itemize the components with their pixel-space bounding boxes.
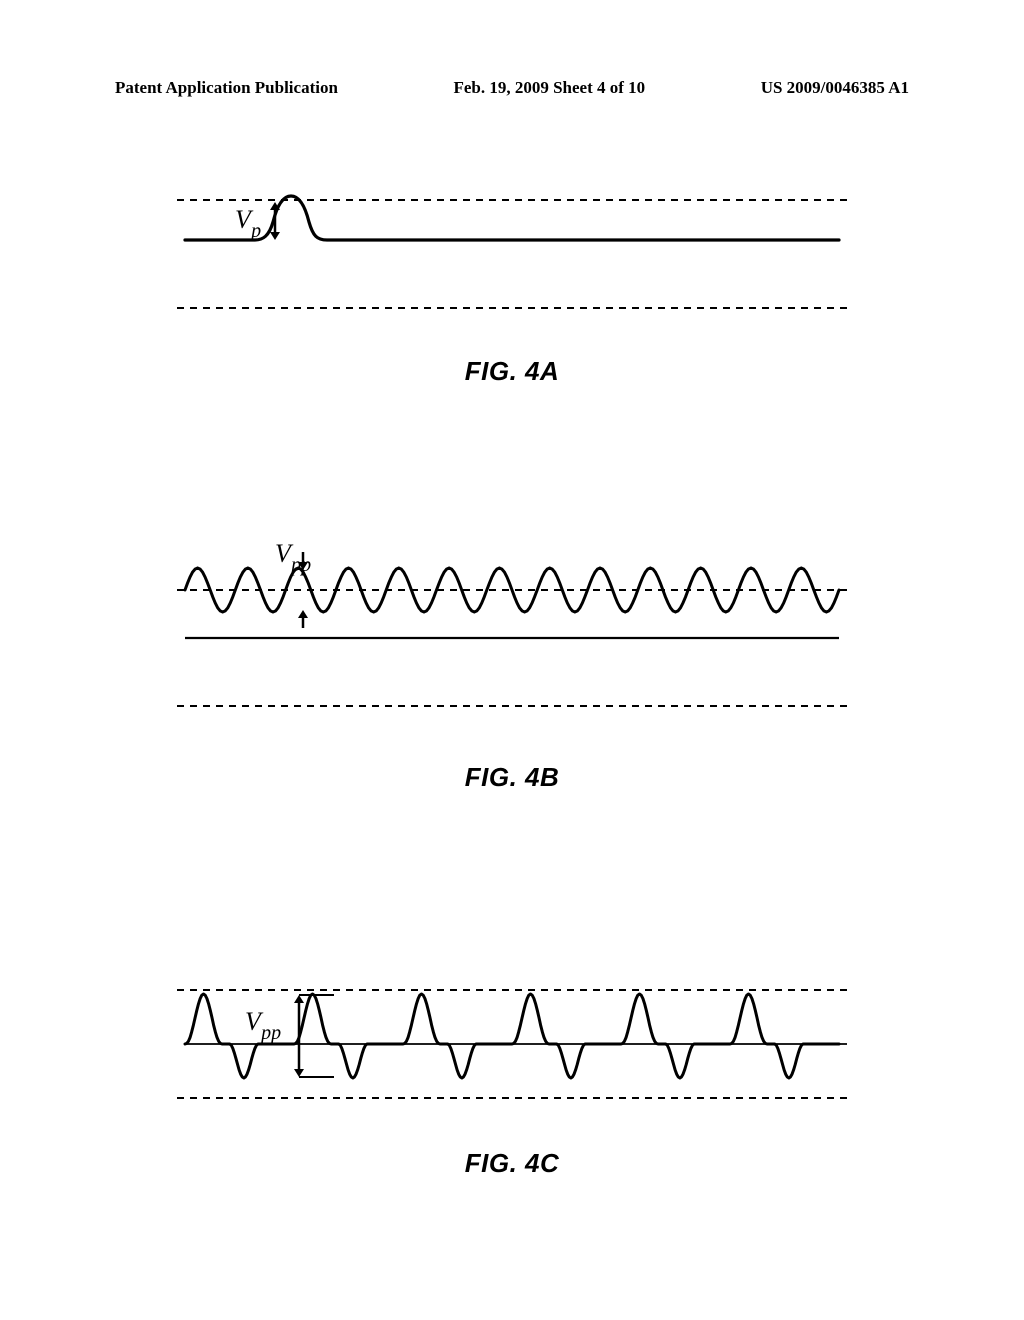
waveform-4b: Vpp <box>167 544 857 744</box>
svg-text:pp: pp <box>259 1022 281 1044</box>
figure-4a: Vp FIG. 4A <box>0 188 1024 387</box>
waveform-4c: Vpp <box>167 980 857 1130</box>
waveform-4a: Vp <box>167 188 857 338</box>
svg-text:pp: pp <box>289 554 311 576</box>
figure-4c: Vpp FIG. 4C <box>0 980 1024 1179</box>
caption-4b: FIG. 4B <box>465 762 560 793</box>
svg-text:p: p <box>249 220 261 242</box>
header-right: US 2009/0046385 A1 <box>761 78 909 98</box>
figure-4b: Vpp FIG. 4B <box>0 544 1024 793</box>
header-left: Patent Application Publication <box>115 78 338 98</box>
caption-4c: FIG. 4C <box>465 1148 560 1179</box>
header-center: Feb. 19, 2009 Sheet 4 of 10 <box>453 78 645 98</box>
caption-4a: FIG. 4A <box>465 356 560 387</box>
page-header: Patent Application Publication Feb. 19, … <box>0 78 1024 98</box>
